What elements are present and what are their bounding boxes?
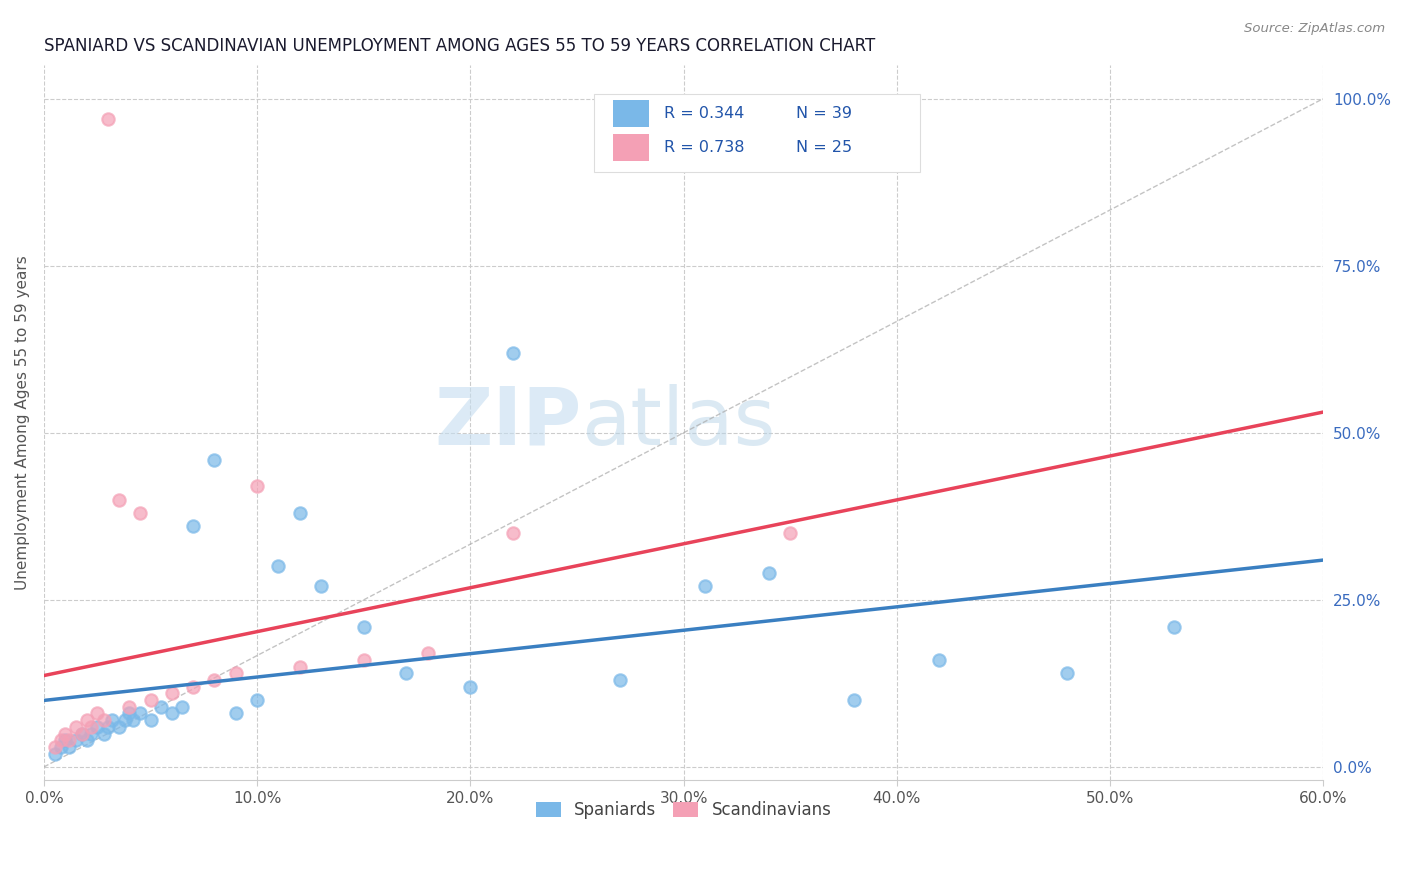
Point [1163,619,1185,633]
Point [58,739,80,754]
Point [204,452,226,467]
Point [139,713,162,727]
FancyBboxPatch shape [613,100,650,127]
Point [1056,666,1078,681]
Point [114,713,136,727]
Point [181,680,204,694]
Point [86,706,108,721]
Point [160,706,183,721]
Text: atlas: atlas [581,384,776,462]
Point [65,720,87,734]
Point [416,646,439,660]
Point [97,720,120,734]
Point [107,720,129,734]
Point [609,673,631,687]
Text: Source: ZipAtlas.com: Source: ZipAtlas.com [1244,22,1385,36]
Point [72,726,94,740]
Point [502,345,524,359]
Point [204,673,226,687]
Text: R = 0.738: R = 0.738 [665,140,745,155]
Point [93,713,115,727]
Point [181,519,204,533]
Text: N = 25: N = 25 [796,140,852,155]
Point [118,699,141,714]
Point [80,720,103,734]
Point [53,733,76,747]
Point [288,659,311,673]
Point [101,713,124,727]
Point [150,699,173,714]
Point [460,680,482,694]
Point [128,706,150,721]
Point [395,666,418,681]
Point [844,693,866,707]
Point [353,619,375,633]
Point [246,479,269,493]
Point [97,112,120,126]
Point [309,579,332,593]
Point [172,699,194,714]
Point [128,506,150,520]
Text: N = 39: N = 39 [796,105,852,120]
Point [758,566,780,581]
Point [267,559,290,574]
Point [779,526,801,541]
Point [49,733,72,747]
Point [288,506,311,520]
Point [80,726,103,740]
Point [160,686,183,700]
FancyBboxPatch shape [593,94,921,172]
Point [353,653,375,667]
Point [49,739,72,754]
FancyBboxPatch shape [613,134,650,161]
Legend: Spaniards, Scandinavians: Spaniards, Scandinavians [529,794,838,826]
Point [76,713,98,727]
Point [93,726,115,740]
Point [76,733,98,747]
Point [44,739,66,754]
Point [693,579,716,593]
Point [225,706,247,721]
Text: SPANIARD VS SCANDINAVIAN UNEMPLOYMENT AMONG AGES 55 TO 59 YEARS CORRELATION CHAR: SPANIARD VS SCANDINAVIAN UNEMPLOYMENT AM… [44,37,875,55]
Point [53,726,76,740]
Point [139,693,162,707]
Point [502,526,524,541]
Point [928,653,950,667]
Y-axis label: Unemployment Among Ages 55 to 59 years: Unemployment Among Ages 55 to 59 years [15,255,30,591]
Point [44,747,66,761]
Point [72,726,94,740]
Point [118,706,141,721]
Text: R = 0.344: R = 0.344 [665,105,745,120]
Text: ZIP: ZIP [434,384,581,462]
Point [246,693,269,707]
Point [58,733,80,747]
Point [86,720,108,734]
Point [122,713,145,727]
Point [107,492,129,507]
Point [225,666,247,681]
Point [65,733,87,747]
